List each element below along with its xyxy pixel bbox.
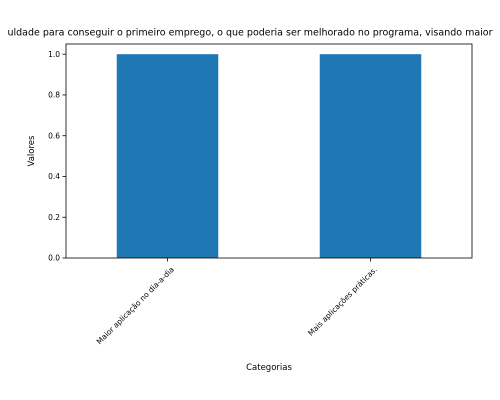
- x-axis: Maior aplicação no dia-a-dia Mais aplicaç…: [95, 258, 379, 346]
- chart-title: uldade para conseguir o primeiro emprego…: [7, 28, 492, 39]
- bar-0: [117, 54, 219, 258]
- y-axis-label: Valores: [27, 135, 37, 166]
- bar-1: [320, 54, 422, 258]
- y-tick-label-2: 0.4: [48, 172, 60, 181]
- x-axis-label: Categorias: [246, 363, 292, 373]
- y-tick-label-4: 0.8: [48, 91, 60, 100]
- plot-area: [117, 54, 422, 258]
- x-tick-label-1: Mais aplicações práticas.: [306, 265, 379, 338]
- y-axis: 0.0 0.2 0.4 0.6 0.8 1.0: [48, 50, 66, 263]
- y-tick-label-1: 0.2: [48, 213, 60, 222]
- y-tick-label-5: 1.0: [48, 50, 60, 59]
- x-tick-label-0: Maior aplicação no dia-a-dia: [95, 265, 176, 346]
- y-tick-label-3: 0.6: [48, 131, 60, 140]
- y-tick-label-0: 0.0: [48, 254, 60, 263]
